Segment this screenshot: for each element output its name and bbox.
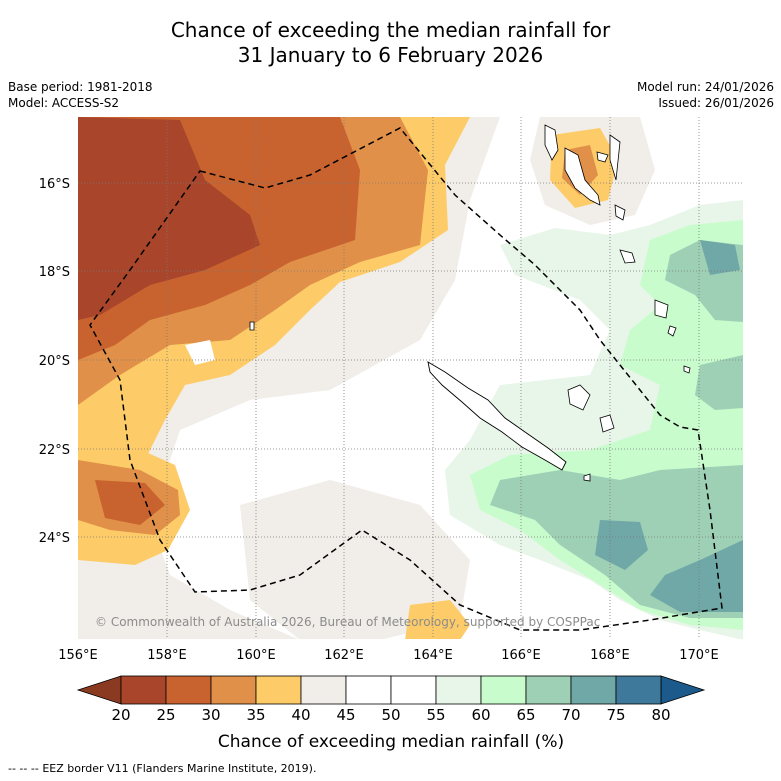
colorbar-bin (300, 675, 347, 705)
colorbar-tick-label: 20 (111, 706, 130, 724)
map-gridlines (78, 117, 743, 639)
eez-legend-text: EEZ border V11 (Flanders Marine Institut… (42, 762, 317, 775)
colorbar-label: Chance of exceeding median rainfall (%) (218, 732, 564, 752)
colorbar-tick-label: 50 (381, 706, 400, 724)
colorbar-under-arrow (76, 675, 122, 705)
colorbar-tick-label: 25 (156, 706, 175, 724)
colorbar-bin (480, 675, 527, 705)
lon-tick-label: 158°E (147, 648, 187, 663)
colorbar-bin (570, 675, 617, 705)
lat-tick-label: 16°S (39, 177, 70, 192)
colorbar-tick-label: 65 (516, 706, 535, 724)
rainfall-map: © Commonwealth of Australia 2026, Bureau… (78, 117, 743, 639)
colorbar-tick-label: 80 (651, 706, 670, 724)
copyright-notice: © Commonwealth of Australia 2026, Bureau… (95, 615, 600, 629)
contour-35-40-low (405, 600, 470, 639)
lat-tick-label: 20°S (39, 354, 70, 369)
colorbar-tick-label: 55 (426, 706, 445, 724)
lon-tick-label: 156°E (58, 648, 98, 663)
colorbar-tick-label: 40 (291, 706, 310, 724)
colorbar-over-arrow (660, 675, 706, 705)
colorbar: 20 25 30 35 40 45 50 55 60 65 70 75 80 Chance of exc… (76, 675, 706, 752)
eez-legend: -- -- -- EEZ border V11 (Flanders Marine… (8, 762, 316, 775)
lat-tick-label: 18°S (39, 265, 70, 280)
contour-45-55-patch (185, 340, 215, 365)
model-run: Model run: 24/01/2026 (636, 80, 774, 94)
base-period: Base period: 1981-2018 (8, 80, 153, 94)
longitude-labels: 156°E 158°E 160°E 162°E 164°E 166°E 168°… (58, 648, 719, 663)
colorbar-tick-label: 75 (606, 706, 625, 724)
issued-date: Issued: 26/01/2026 (658, 96, 774, 110)
colorbar-bin (120, 675, 167, 705)
colorbar-bin (525, 675, 572, 705)
lon-tick-label: 164°E (413, 648, 453, 663)
run-info: Model run: 24/01/2026 Issued: 26/01/2026 (637, 79, 774, 111)
lon-tick-label: 166°E (501, 648, 541, 663)
colorbar-bin (165, 675, 212, 705)
colorbar-tick-label: 30 (201, 706, 220, 724)
contour-25-30-south (95, 480, 165, 525)
model-name: Model: ACCESS-S2 (8, 96, 120, 110)
colorbar-tick-label: 60 (471, 706, 490, 724)
colorbar-bin (615, 675, 662, 705)
lon-tick-label: 162°E (324, 648, 364, 663)
contour-40-45-south (240, 480, 470, 639)
title-line-1: Chance of exceeding the median rainfall … (170, 18, 611, 42)
colorbar-tick-label: 45 (336, 706, 355, 724)
colorbar-bin (255, 675, 302, 705)
colorbar-bin (345, 675, 392, 705)
model-info: Base period: 1981-2018 Model: ACCESS-S2 (8, 79, 153, 111)
lon-tick-label: 170°E (679, 648, 719, 663)
vanuatu-islands (544, 124, 691, 374)
lat-tick-label: 22°S (39, 443, 70, 458)
new-caledonia-landmass (427, 361, 567, 471)
colorbar-bin (390, 675, 437, 705)
title-line-2: 31 January to 6 February 2026 (237, 43, 544, 67)
lat-tick-label: 24°S (39, 531, 70, 546)
loyalty-islands (567, 384, 615, 482)
contour-70-75-north (700, 240, 740, 275)
contour-70-75-center (595, 520, 648, 570)
chart-title: Chance of exceeding the median rainfall … (0, 18, 781, 68)
colorbar-bin (210, 675, 257, 705)
contour-45-55-patch-2 (285, 410, 350, 460)
colorbar-tick-label: 35 (246, 706, 265, 724)
contour-65-70-mid (695, 355, 743, 410)
lon-tick-label: 168°E (590, 648, 630, 663)
latitude-labels: 16°S 18°S 20°S 22°S 24°S (39, 177, 70, 546)
colorbar-tick-label: 70 (561, 706, 580, 724)
small-island-1 (249, 321, 255, 331)
lon-tick-label: 160°E (236, 648, 276, 663)
contour-20-25 (78, 117, 260, 320)
eez-border (89, 127, 723, 631)
colorbar-bin (435, 675, 482, 705)
eez-legend-symbol: -- -- -- (8, 762, 39, 775)
